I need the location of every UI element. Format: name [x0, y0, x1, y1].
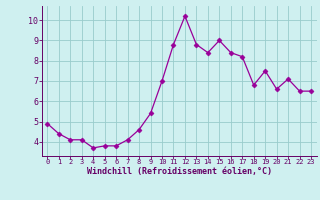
- X-axis label: Windchill (Refroidissement éolien,°C): Windchill (Refroidissement éolien,°C): [87, 167, 272, 176]
